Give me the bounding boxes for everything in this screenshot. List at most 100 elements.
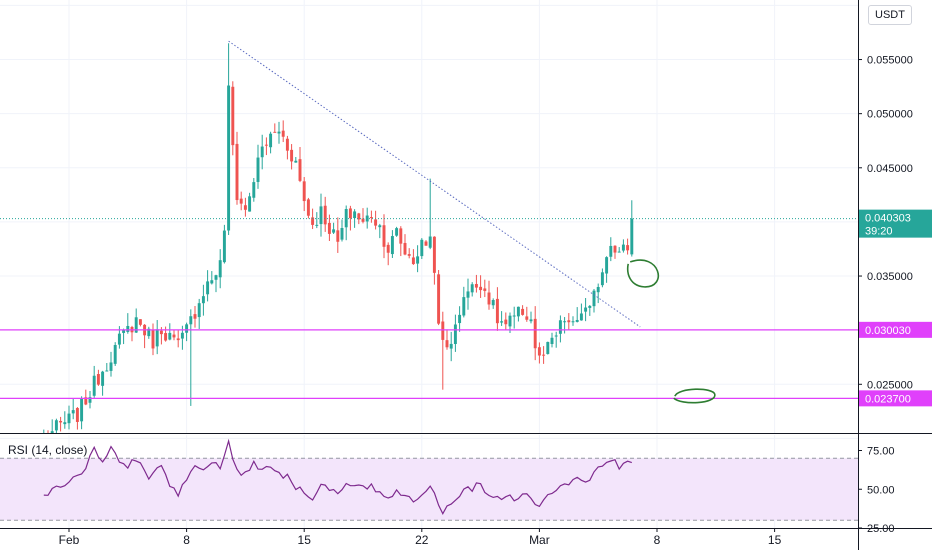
candle[interactable] xyxy=(537,342,541,364)
candle[interactable] xyxy=(315,212,319,229)
candle[interactable] xyxy=(579,303,583,321)
candle[interactable] xyxy=(575,307,579,323)
candle[interactable] xyxy=(294,157,298,163)
candle[interactable] xyxy=(390,230,394,258)
candle[interactable] xyxy=(143,324,147,349)
candle[interactable] xyxy=(344,205,348,241)
candle[interactable] xyxy=(550,332,554,348)
candle[interactable] xyxy=(218,249,222,289)
candle[interactable] xyxy=(201,284,205,316)
candle[interactable] xyxy=(63,411,67,429)
candle[interactable] xyxy=(626,238,630,255)
candle[interactable] xyxy=(529,311,533,324)
candle[interactable] xyxy=(54,418,58,441)
rsi-line[interactable] xyxy=(43,438,632,516)
candle[interactable] xyxy=(147,326,151,339)
candle[interactable] xyxy=(424,240,428,246)
candle[interactable] xyxy=(470,282,474,297)
candle[interactable] xyxy=(609,237,613,262)
candle[interactable] xyxy=(185,322,189,342)
candle[interactable] xyxy=(596,283,600,304)
candle[interactable] xyxy=(546,341,550,355)
candle[interactable] xyxy=(479,275,483,298)
currency-badge[interactable]: USDT xyxy=(868,5,912,25)
candle[interactable] xyxy=(512,306,516,329)
candle[interactable] xyxy=(617,247,621,253)
candle[interactable] xyxy=(96,369,100,386)
candle[interactable] xyxy=(277,121,281,144)
candle[interactable] xyxy=(42,429,45,445)
candle[interactable] xyxy=(172,330,176,341)
candle[interactable] xyxy=(193,306,197,328)
candle[interactable] xyxy=(403,234,407,256)
candle[interactable] xyxy=(399,226,403,257)
candle[interactable] xyxy=(176,330,180,348)
candle[interactable] xyxy=(122,328,126,345)
candle[interactable] xyxy=(50,419,54,440)
candle[interactable] xyxy=(227,43,231,235)
candle[interactable] xyxy=(416,245,420,273)
candle[interactable] xyxy=(71,398,75,420)
candle[interactable] xyxy=(75,407,79,430)
candle[interactable] xyxy=(273,123,277,133)
candle[interactable] xyxy=(449,331,453,362)
candle[interactable] xyxy=(462,286,466,318)
candle[interactable] xyxy=(222,224,226,264)
candle[interactable] xyxy=(59,416,63,432)
candle[interactable] xyxy=(67,405,71,430)
candle[interactable] xyxy=(533,306,537,361)
candle[interactable] xyxy=(252,177,256,202)
candle[interactable] xyxy=(483,279,487,298)
candle[interactable] xyxy=(567,313,571,331)
candle[interactable] xyxy=(340,219,344,242)
candle[interactable] xyxy=(382,214,386,259)
candle[interactable] xyxy=(256,144,260,189)
annotation-ellipse[interactable] xyxy=(626,259,660,288)
candle[interactable] xyxy=(437,270,441,326)
candle[interactable] xyxy=(407,248,411,259)
candle[interactable] xyxy=(101,370,105,396)
candle[interactable] xyxy=(138,319,142,327)
candle[interactable] xyxy=(621,239,625,253)
candle[interactable] xyxy=(88,390,92,409)
candle[interactable] xyxy=(210,271,214,285)
candle[interactable] xyxy=(369,210,373,223)
candle[interactable] xyxy=(126,313,130,334)
candle[interactable] xyxy=(521,305,525,316)
candle[interactable] xyxy=(542,346,546,364)
candle[interactable] xyxy=(298,146,302,183)
candle[interactable] xyxy=(584,298,588,322)
candle[interactable] xyxy=(130,325,134,342)
candle[interactable] xyxy=(285,135,289,160)
candle[interactable] xyxy=(92,365,96,398)
candle[interactable] xyxy=(281,120,285,143)
candle[interactable] xyxy=(374,210,378,230)
candle[interactable] xyxy=(365,207,369,229)
candle[interactable] xyxy=(428,178,432,250)
candle[interactable] xyxy=(164,326,168,342)
candle[interactable] xyxy=(630,200,634,257)
candle[interactable] xyxy=(558,315,562,343)
annotation-ellipse[interactable] xyxy=(673,388,716,404)
candle[interactable] xyxy=(332,222,336,235)
candle[interactable] xyxy=(600,268,604,288)
candle[interactable] xyxy=(206,270,210,302)
candle[interactable] xyxy=(420,238,424,260)
candle[interactable] xyxy=(563,317,567,334)
candle[interactable] xyxy=(243,197,247,217)
candle[interactable] xyxy=(361,208,365,224)
candle[interactable] xyxy=(80,396,84,430)
candle[interactable] xyxy=(336,217,340,253)
candle[interactable] xyxy=(319,193,323,237)
candle[interactable] xyxy=(495,287,499,331)
candle[interactable] xyxy=(516,306,520,322)
candle[interactable] xyxy=(348,205,352,231)
candle[interactable] xyxy=(441,311,445,390)
candle[interactable] xyxy=(487,280,491,310)
candle[interactable] xyxy=(458,306,462,332)
candle[interactable] xyxy=(151,323,155,356)
candle[interactable] xyxy=(109,351,113,377)
candle[interactable] xyxy=(323,196,327,232)
candle[interactable] xyxy=(264,137,268,156)
